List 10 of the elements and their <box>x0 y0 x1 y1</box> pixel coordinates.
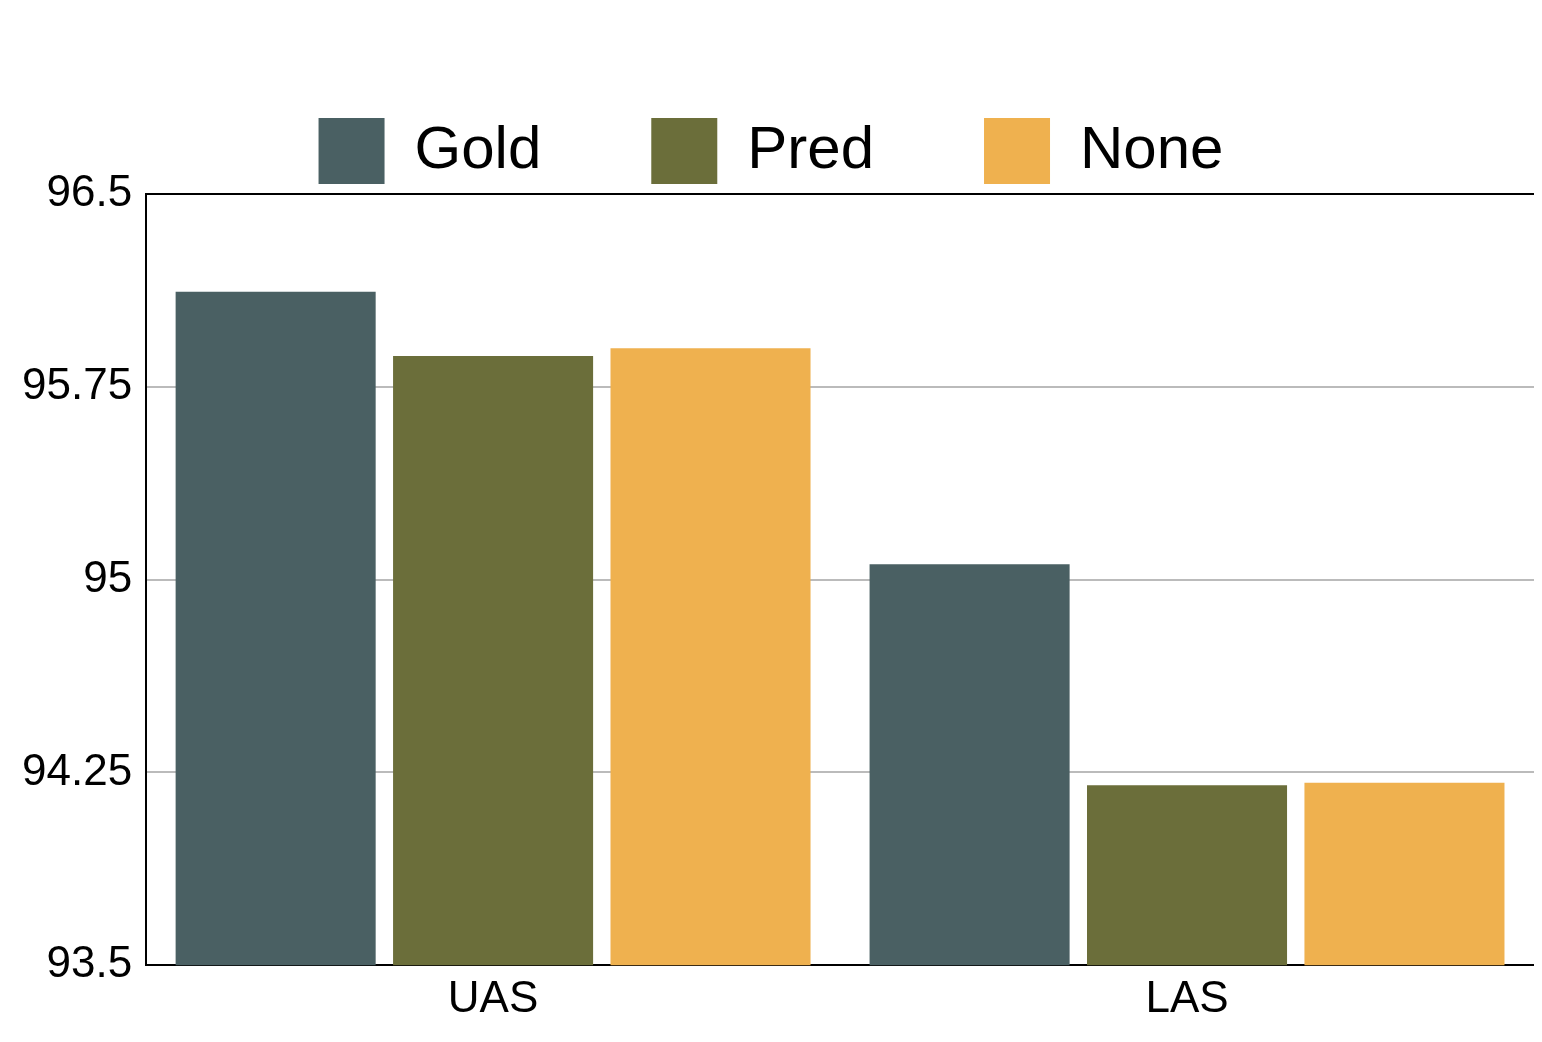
legend-label: Gold <box>414 113 542 181</box>
legend-label: None <box>1080 113 1224 181</box>
y-tick-label: 96.5 <box>46 166 133 216</box>
legend-label: Pred <box>747 113 875 181</box>
y-tick-label: 95 <box>83 551 133 601</box>
y-tick-label: 95.75 <box>22 358 133 408</box>
y-tick-label: 93.5 <box>46 937 133 987</box>
x-tick-label: LAS <box>1145 971 1229 1021</box>
y-tick-label: 94.25 <box>22 744 133 794</box>
x-tick-label: UAS <box>447 971 539 1021</box>
